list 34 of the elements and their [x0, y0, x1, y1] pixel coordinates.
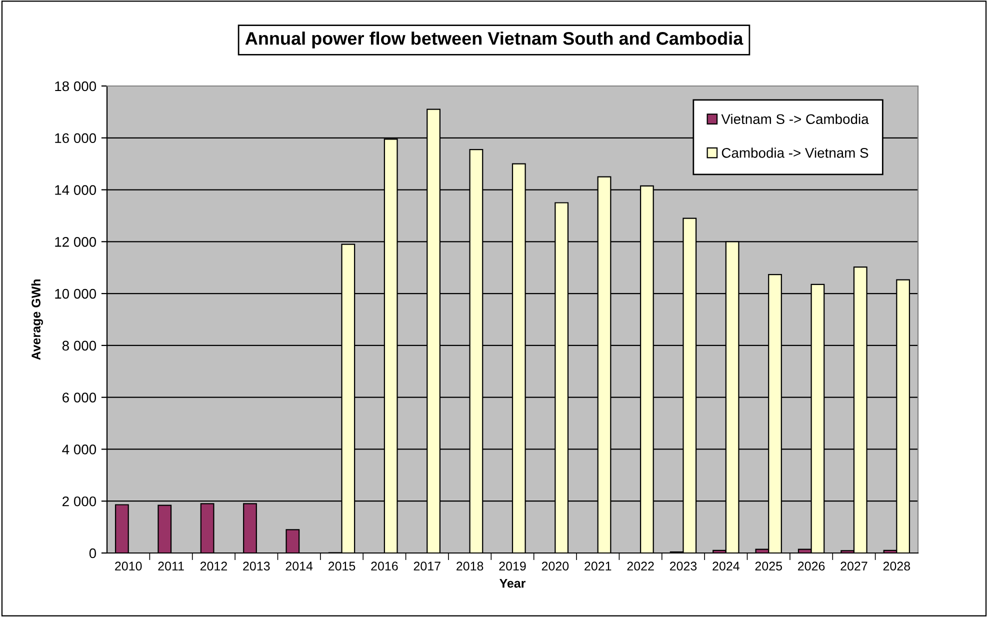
x-tick-label: 2011	[158, 562, 184, 571]
y-tick-label: 2 000	[62, 496, 96, 506]
x-tick-label: 2015	[328, 562, 356, 571]
x-tick-label: 2010	[115, 562, 142, 571]
x-tick-label: 2023	[670, 562, 697, 571]
chart-title: Annual power flow between Vietnam South and Cambodia	[245, 32, 744, 48]
x-axis-title: Year	[500, 579, 526, 588]
x-tick-label: 2017	[414, 562, 440, 571]
x-tick-label: 2026	[798, 562, 825, 571]
x-tick-label: 2022	[627, 562, 654, 571]
x-tick-label: 2019	[499, 562, 526, 571]
legend-label: Cambodia -> Vietnam S	[722, 148, 868, 158]
x-tick-label: 2012	[200, 562, 227, 571]
x-tick-label: 2014	[286, 562, 313, 571]
x-tick-label: 2018	[456, 562, 484, 571]
x-tick-label: 2020	[542, 562, 569, 571]
y-tick-label: 6 000	[62, 392, 96, 403]
x-tick-label: 2025	[755, 562, 782, 571]
x-tick-label: 2028	[883, 562, 910, 571]
y-tick-label: 8 000	[62, 340, 96, 351]
y-tick-label: 18 000	[55, 81, 96, 92]
x-tick-label: 2021	[584, 562, 612, 571]
x-tick-label: 2027	[840, 562, 868, 571]
y-tick-label: 0	[89, 548, 96, 558]
x-tick-label: 2024	[712, 562, 740, 571]
y-axis-title: Average GWh	[31, 280, 43, 360]
x-tick-label: 2016	[371, 562, 398, 571]
y-tick-label: 4 000	[62, 444, 96, 454]
y-tick-label: 10 000	[55, 288, 96, 299]
y-tick-label: 16 000	[55, 133, 96, 144]
y-tick-label: 12 000	[55, 237, 96, 247]
y-tick-label: 14 000	[55, 185, 96, 195]
x-tick-label: 2013	[243, 562, 270, 571]
legend-label: Vietnam S -> Cambodia	[721, 114, 869, 124]
